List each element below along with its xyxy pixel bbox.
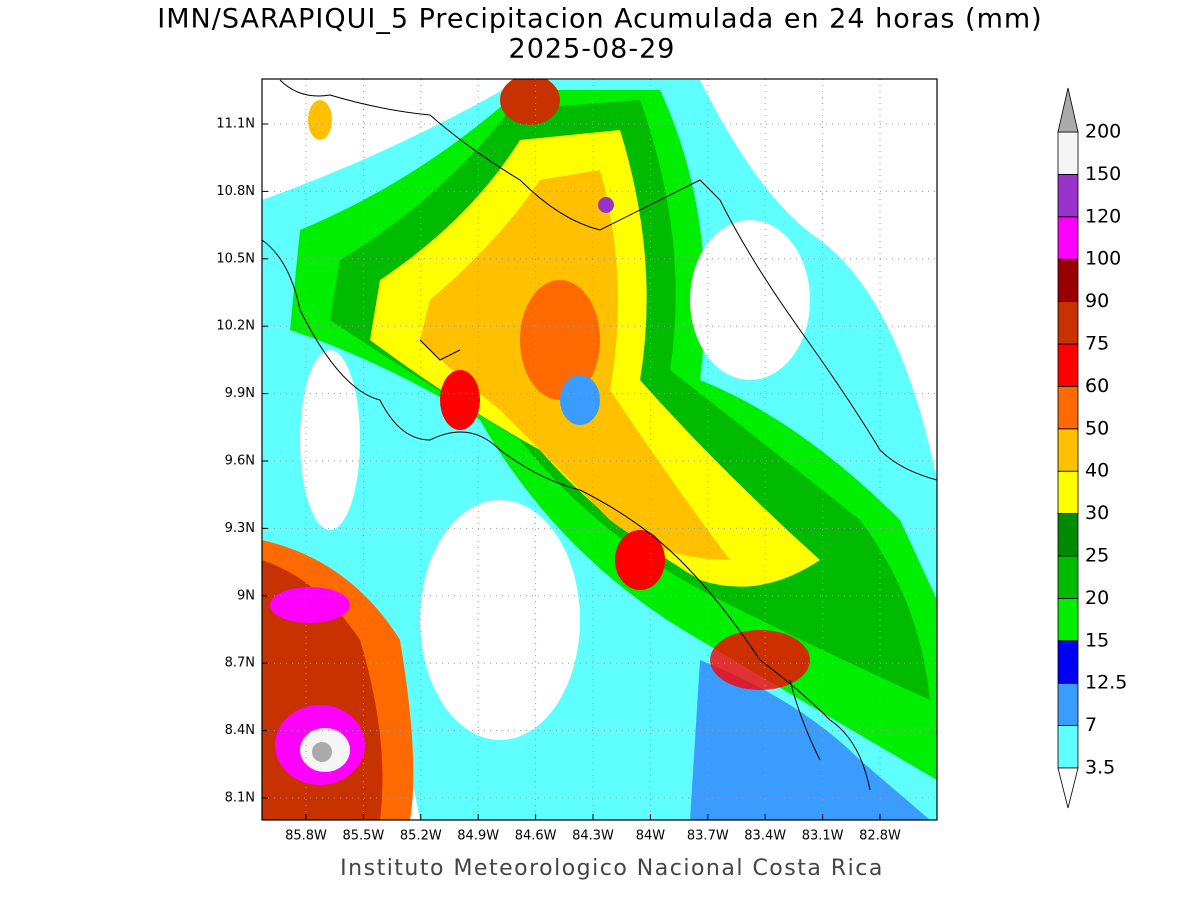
subtitle: 2025-08-29 [509, 34, 676, 65]
graticule [262, 79, 937, 820]
colorbar-segment [1057, 343, 1079, 387]
lon-tick-label: 82.8W [859, 829, 901, 844]
colorbar-label: 75 [1085, 333, 1109, 355]
colorbar-label: 50 [1085, 417, 1109, 439]
colorbar-label: 150 [1085, 163, 1121, 185]
colorbar-label: 12.5 [1085, 672, 1127, 694]
colorbar-label: 100 [1085, 248, 1121, 270]
lon-tick-label: 84W [636, 829, 666, 844]
colorbar-segment [1057, 173, 1079, 218]
colorbar-label: 60 [1085, 375, 1109, 397]
colorbar-label: 200 [1085, 121, 1121, 143]
title: IMN/SARAPIQUI_5 Precipitacion Acumulada … [157, 4, 1042, 35]
coastline [261, 79, 938, 791]
lat-tick-label: 9N [237, 588, 255, 603]
colorbar: 3.5 7 12.5 15 20 25 30 40 50 60 75 90 100 120 150 200 [1057, 87, 1127, 809]
colorbar-label: 90 [1085, 290, 1109, 312]
lat-tick-label: 8.7N [225, 656, 255, 671]
colorbar-segment [1057, 258, 1079, 303]
lon-tick-label: 85.5W [342, 829, 384, 844]
colorbar-label: 15 [1085, 629, 1109, 651]
colorbar-segment [1057, 385, 1079, 430]
lon-tick-label: 83.4W [744, 829, 786, 844]
colorbar-label: 25 [1085, 545, 1109, 567]
footer: Instituto Meteorologico Nacional Costa R… [340, 856, 884, 881]
colorbar-segment [1057, 725, 1079, 769]
colorbar-segment [1057, 682, 1079, 727]
colorbar-segment [1057, 513, 1079, 557]
colorbar-over [1057, 87, 1079, 133]
colorbar-label: 7 [1085, 714, 1097, 736]
colorbar-segment [1057, 640, 1079, 684]
colorbar-label: 120 [1085, 205, 1121, 227]
lon-tick-label: 85.2W [400, 829, 442, 844]
lat-tick-label: 10.5N [216, 251, 255, 266]
lon-tick-label: 84.3W [572, 829, 614, 844]
colorbar-label: 3.5 [1085, 757, 1115, 779]
lat-tick-label: 10.8N [216, 184, 255, 199]
lon-tick-label: 83.1W [802, 829, 844, 844]
lon-tick-label: 84.9W [457, 829, 499, 844]
lat-tick-label: 8.4N [225, 723, 255, 738]
colorbar-label: 40 [1085, 460, 1109, 482]
colorbar-segment [1057, 301, 1079, 345]
colorbar-segment [1057, 470, 1079, 515]
colorbar-segment [1057, 598, 1079, 642]
colorbar-under [1057, 767, 1079, 809]
lat-tick-label: 9.3N [225, 521, 255, 536]
lon-tick-label: 84.6W [515, 829, 557, 844]
lat-tick-label: 9.6N [225, 454, 255, 469]
lat-tick-label: 9.9N [225, 386, 255, 401]
colorbar-segment [1057, 428, 1079, 472]
lat-tick-label: 11.1N [216, 117, 255, 132]
precip-field [262, 79, 937, 820]
colorbar-segment [1057, 131, 1079, 175]
lon-tick-label: 83.7W [687, 829, 729, 844]
lat-tick-label: 10.2N [216, 319, 255, 334]
colorbar-label: 20 [1085, 587, 1109, 609]
lat-tick-label: 8.1N [225, 791, 255, 806]
colorbar-segment [1057, 555, 1079, 599]
colorbar-label: 30 [1085, 502, 1109, 524]
map-frame [261, 78, 938, 821]
lon-tick-label: 85.8W [285, 829, 327, 844]
colorbar-segment [1057, 216, 1079, 260]
